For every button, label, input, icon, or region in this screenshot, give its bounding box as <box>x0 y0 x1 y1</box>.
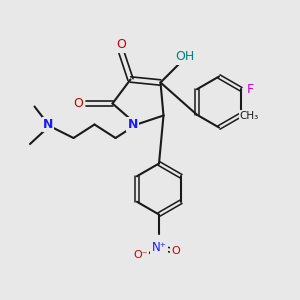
Text: OH: OH <box>175 50 194 64</box>
Text: O⁻: O⁻ <box>134 250 148 260</box>
Text: N: N <box>128 118 138 131</box>
Text: N⁺: N⁺ <box>152 241 166 254</box>
Text: O: O <box>73 97 83 110</box>
Text: F: F <box>247 83 254 96</box>
Text: N: N <box>43 118 53 131</box>
Text: CH₃: CH₃ <box>240 111 259 121</box>
Text: O: O <box>117 38 126 52</box>
Text: O: O <box>171 245 180 256</box>
